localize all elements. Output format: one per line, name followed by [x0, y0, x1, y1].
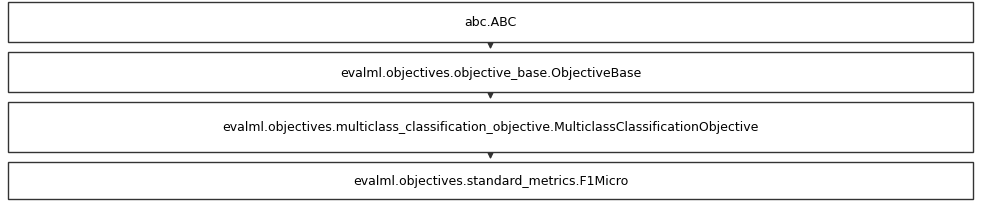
Bar [8, 162, 973, 199]
Text: abc.ABC: abc.ABC [464, 16, 517, 29]
Bar [8, 102, 973, 152]
Text: evalml.objectives.objective_base.ObjectiveBase: evalml.objectives.objective_base.Objecti… [339, 66, 642, 79]
Text: evalml.objectives.standard_metrics.F1Micro: evalml.objectives.standard_metrics.F1Mic… [353, 174, 628, 187]
Text: evalml.objectives.multiclass_classification_objective.MulticlassClassificationOb: evalml.objectives.multiclass_classificat… [223, 121, 758, 134]
Bar [8, 3, 973, 43]
Bar [8, 53, 973, 93]
